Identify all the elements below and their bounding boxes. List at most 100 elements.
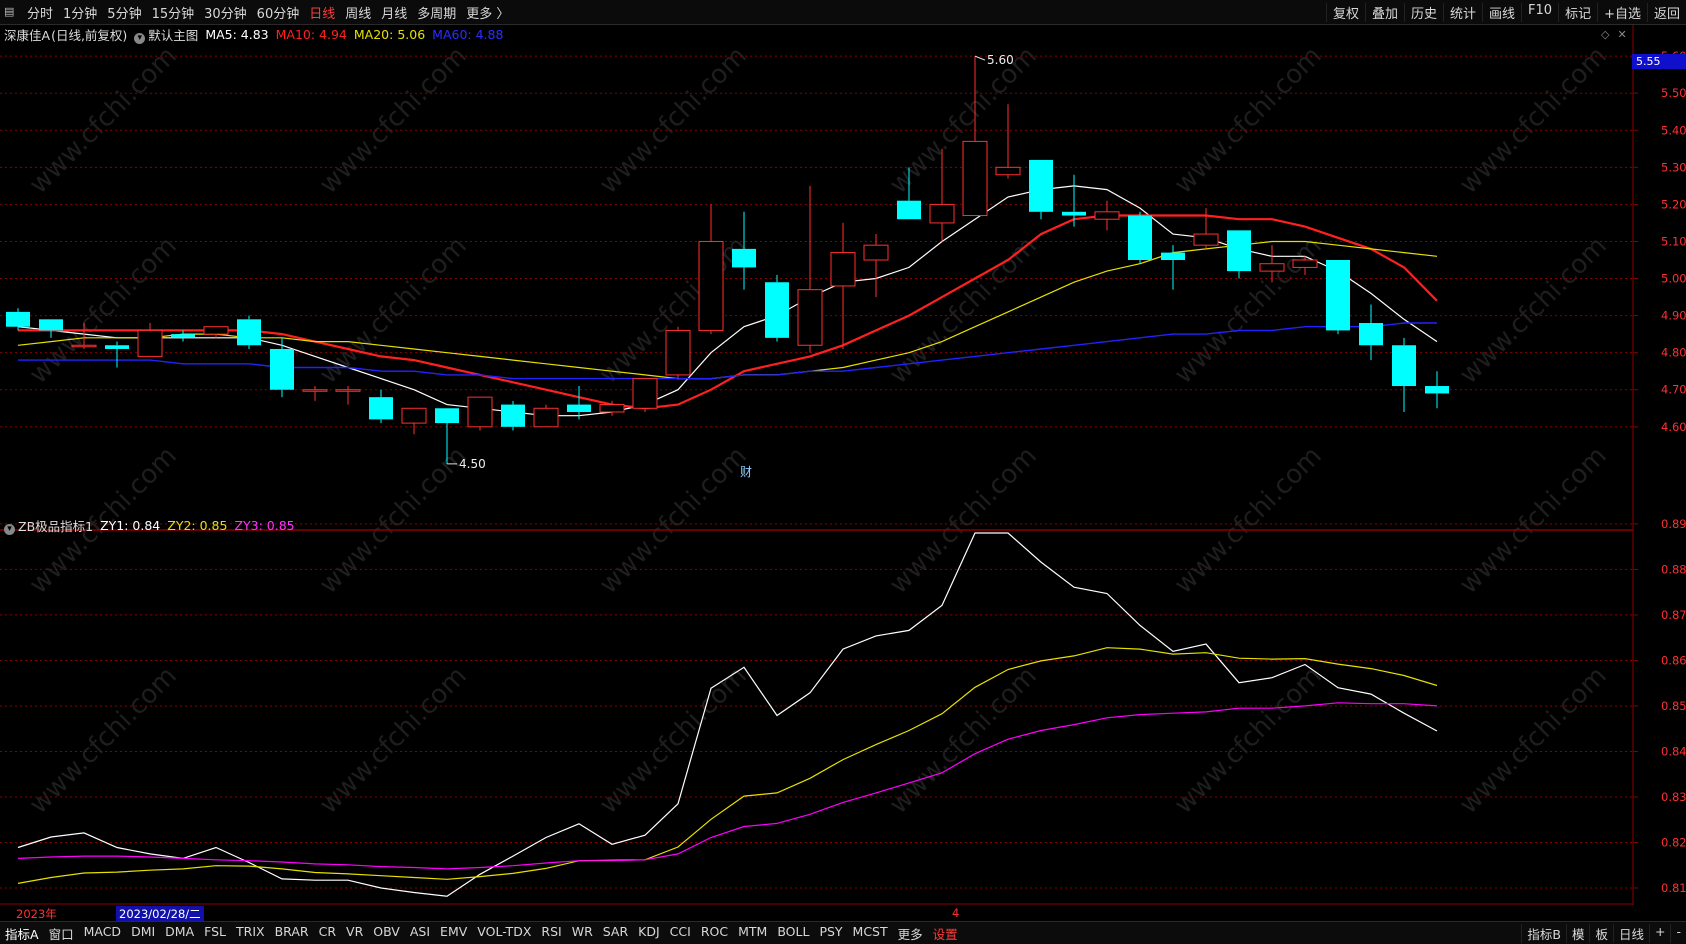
period-tab-1[interactable]: 1分钟 [63, 6, 98, 22]
action-buttons: 复权 叠加 历史 统计 画线 F10 标记 +自选 返回 [1325, 2, 1686, 22]
indicator-tab-25[interactable]: 设置 [932, 926, 958, 942]
period-tab-4[interactable]: 30分钟 [204, 6, 247, 22]
indicator-b-control-5[interactable]: - [1670, 923, 1686, 943]
stock-name[interactable]: 深康佳A [4, 28, 51, 43]
candle-5 [171, 330, 195, 342]
candle-27 [897, 167, 921, 220]
candle-36 [1193, 208, 1219, 249]
action-button-6[interactable]: 标记 [1558, 2, 1597, 22]
indicator-tab-0[interactable]: 指标A [5, 926, 39, 942]
indicator-tab-24[interactable]: 更多 [897, 926, 923, 942]
indicator-tab-1[interactable]: 窗口 [48, 926, 74, 942]
action-button-0[interactable]: 复权 [1325, 2, 1365, 22]
indicator-tab-5[interactable]: FSL [204, 923, 227, 939]
period-tab-8[interactable]: 月线 [381, 6, 408, 22]
indicator-b-control-3[interactable]: 日线 [1612, 923, 1649, 943]
candle-37 [1227, 230, 1251, 279]
indicator-b-control-2[interactable]: 板 [1589, 923, 1613, 943]
main-chart-selector[interactable]: ▾ 默认主图 [134, 25, 198, 44]
indicator-tab-18[interactable]: CCI [669, 923, 691, 939]
indicator-tab-10[interactable]: OBV [373, 923, 400, 939]
action-button-1[interactable]: 叠加 [1364, 2, 1404, 22]
menu-icon[interactable]: ▤ [4, 5, 15, 18]
indicator-tab-13[interactable]: VOL-TDX [477, 923, 532, 939]
indicator-tab-17[interactable]: KDJ [638, 923, 660, 939]
ma-line-ma60 [18, 322, 1437, 380]
candle-body-16 [533, 407, 559, 428]
action-button-7[interactable]: +自选 [1597, 2, 1647, 22]
indicator-tab-20[interactable]: MTM [738, 923, 768, 939]
indicator-tab-21[interactable]: BOLL [777, 923, 810, 939]
indicator-tab-11[interactable]: ASI [409, 923, 431, 939]
candle-body-19 [632, 378, 658, 409]
period-tab-7[interactable]: 周线 [345, 6, 372, 22]
indicator-tab-3[interactable]: DMI [131, 923, 156, 939]
candle-body-27 [897, 200, 921, 220]
ind-tick-label-8: 0.81 [1661, 881, 1686, 895]
period-tab-2[interactable]: 5分钟 [107, 6, 142, 22]
candle-body-22 [732, 248, 756, 268]
indicator-tab-15[interactable]: WR [571, 923, 593, 939]
period-tab-9[interactable]: 多周期 [417, 6, 457, 22]
ma5-legend: MA5: 4.83 [205, 27, 269, 42]
candle-7 [237, 315, 261, 349]
max-pointer [974, 55, 986, 61]
candle-body-43 [1425, 386, 1449, 394]
indicator-tab-9[interactable]: VR [346, 923, 364, 939]
indicator-b-control-4[interactable]: + [1649, 923, 1670, 943]
period-tab-10[interactable]: 更多 〉 [466, 6, 510, 22]
period-tab-3[interactable]: 15分钟 [151, 6, 195, 22]
period-tab-6[interactable]: 日线 [309, 6, 336, 22]
watermark-text-4: www.cfchi.com [1169, 41, 1328, 200]
candle-19 [632, 378, 658, 412]
indicator-tab-2[interactable]: MACD [83, 923, 122, 939]
kline-chart-area[interactable]: www.cfchi.com www.cfchi.com www.cfchi.com w… [0, 25, 1686, 905]
finance-marker: 财 [740, 465, 752, 479]
action-button-5[interactable]: F10 [1521, 2, 1558, 22]
watermark-text-16: www.cfchi.com [1169, 441, 1328, 600]
chart-window-controls: ◇ ✕ [1601, 28, 1627, 41]
indicator-tab-16[interactable]: SAR [602, 923, 629, 939]
indicator-tab-23[interactable]: MCST [852, 923, 888, 939]
ma20-legend: MA20: 5.06 [353, 27, 426, 42]
action-button-3[interactable]: 统计 [1443, 2, 1482, 22]
indicator-tab-6[interactable]: TRIX [236, 923, 265, 939]
watermark-text-6: www.cfchi.com [24, 231, 183, 390]
indicator-b-control-1[interactable]: 模 [1565, 923, 1590, 943]
close-icon[interactable]: ✕ [1617, 28, 1627, 41]
candle-31 [1029, 159, 1053, 220]
candle-body-25 [830, 252, 856, 287]
diamond-icon[interactable]: ◇ [1601, 28, 1610, 41]
indicator-axis: 0.89 0.88 0.87 0.86 0.85 0.84 0.83 0.82 0.81 [1633, 517, 1686, 895]
candle-33 [1094, 200, 1120, 231]
candle-body-4 [137, 329, 163, 357]
period-tab-5[interactable]: 60分钟 [256, 6, 300, 22]
watermark-text-18: www.cfchi.com [24, 661, 183, 820]
candle-38 [1259, 245, 1285, 283]
price-tick-label-9: 4.70 [1661, 383, 1686, 397]
indicator-tab-14[interactable]: RSI [541, 923, 562, 939]
period-tab-0[interactable]: 分时 [27, 6, 54, 22]
candle-body-1 [39, 319, 63, 331]
action-button-4[interactable]: 画线 [1482, 2, 1521, 22]
candle-body-5 [171, 334, 195, 338]
ind-tick-label-0: 0.89 [1661, 517, 1686, 531]
action-button-2[interactable]: 历史 [1403, 2, 1443, 22]
action-button-8[interactable]: 返回 [1646, 2, 1686, 22]
indicator-tab-bar: 指标A 窗口 MACD DMI DMA FSL TRIX BRAR CR VR OBV ASI EMV V… [0, 921, 1686, 944]
indicator-tab-7[interactable]: BRAR [274, 923, 309, 939]
indicator-tab-22[interactable]: PSY [819, 923, 843, 939]
price-tick-label-5: 5.10 [1661, 234, 1686, 248]
indicator-tab-19[interactable]: ROC [700, 923, 729, 939]
indicator-tab-4[interactable]: DMA [165, 923, 195, 939]
indicator-b-control-0[interactable]: 指标B [1521, 923, 1566, 943]
candle-4 [137, 323, 163, 357]
chevron-down-icon: ▾ [134, 33, 146, 44]
watermark-text-1: www.cfchi.com [314, 41, 473, 200]
indicator-selector[interactable]: ▾ ZB极品指标1 [4, 516, 93, 535]
candle-14 [467, 396, 493, 431]
indicator-tab-12[interactable]: EMV [440, 923, 468, 939]
chevron-down-icon: ▾ [4, 524, 15, 535]
indicator-tab-8[interactable]: CR [318, 923, 337, 939]
month-label: 4 [952, 906, 960, 920]
